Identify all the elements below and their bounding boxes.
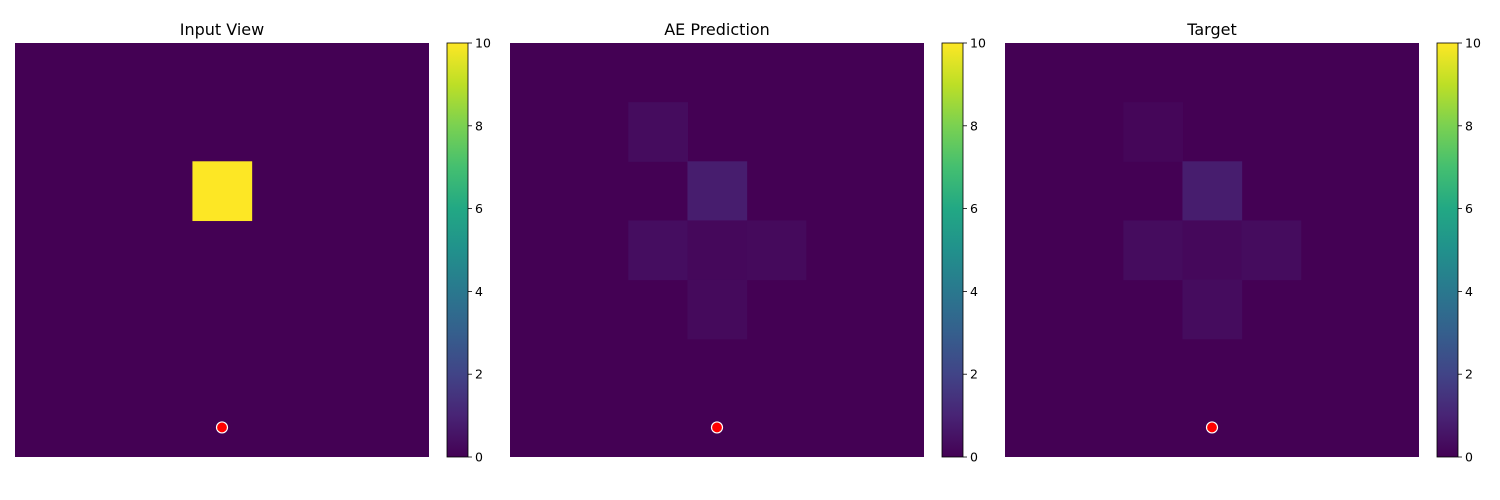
heatmap-cell	[687, 279, 748, 340]
colorbar-target: 0 2 4 6 8 10	[1436, 36, 1481, 465]
colorbar-tick-label: 8	[1465, 118, 1473, 133]
panel-input-view: Input View 0 2 4 6 8 10	[15, 20, 491, 465]
colorbar-tick-label: 4	[1465, 284, 1473, 299]
heatmap-cell	[687, 220, 748, 281]
colorbar-frame	[446, 42, 469, 458]
agent-marker	[710, 421, 724, 434]
colorbar-tick-label: 2	[970, 367, 978, 382]
colorbar-tick-label: 0	[475, 450, 483, 465]
heatmap-cell	[1123, 220, 1184, 281]
colorbar-frame	[941, 42, 964, 458]
colorbar-tick-label: 8	[970, 118, 978, 133]
heatmap-cell	[192, 161, 253, 222]
panel-title: Input View	[180, 20, 264, 39]
heatmap-cell	[1182, 161, 1243, 222]
colorbar-input-view: 0 2 4 6 8 10	[446, 36, 491, 465]
colorbar-tick-label: 6	[1465, 201, 1473, 216]
colorbar-gradient	[447, 43, 468, 457]
colorbar-tick-label: 4	[475, 284, 483, 299]
heatmap-cell	[1182, 220, 1243, 281]
agent-marker	[215, 421, 229, 434]
heatmap-target	[1005, 43, 1419, 457]
agent-marker	[1205, 421, 1219, 434]
panel-target: Target 0 2 4 6 8 10	[1005, 20, 1481, 465]
panel-ae-prediction: AE Prediction 0 2 4 6 8 10	[510, 20, 986, 465]
colorbar-ae-prediction: 0 2 4 6 8 10	[941, 36, 986, 465]
colorbar-gradient	[942, 43, 963, 457]
heatmap-cell	[746, 220, 807, 281]
heatmap-cell	[1241, 220, 1302, 281]
colorbar-tick-label: 6	[475, 201, 483, 216]
colorbar-tick-label: 2	[475, 367, 483, 382]
colorbar-tick-label: 10	[475, 36, 491, 51]
colorbar-tick-label: 8	[475, 118, 483, 133]
panel-title: Target	[1186, 20, 1237, 39]
colorbar-gradient	[1437, 43, 1458, 457]
heatmap-ae-prediction	[510, 43, 924, 457]
colorbar-frame	[1436, 42, 1459, 458]
heatmap-cell	[687, 161, 748, 222]
heatmap-cell	[1123, 102, 1184, 162]
heatmap-background	[15, 43, 429, 457]
heatmap-cell	[1182, 279, 1243, 340]
colorbar-tick-label: 4	[970, 284, 978, 299]
colorbar-tick-label: 2	[1465, 367, 1473, 382]
colorbar-tick-label: 10	[970, 36, 986, 51]
heatmap-cell	[628, 102, 689, 162]
colorbar-tick-label: 10	[1465, 36, 1481, 51]
panel-title: AE Prediction	[664, 20, 770, 39]
heatmap-cell	[628, 220, 689, 281]
heatmap-input-view	[15, 43, 429, 457]
colorbar-tick-label: 0	[970, 450, 978, 465]
colorbar-tick-label: 0	[1465, 450, 1473, 465]
colorbar-tick-label: 6	[970, 201, 978, 216]
